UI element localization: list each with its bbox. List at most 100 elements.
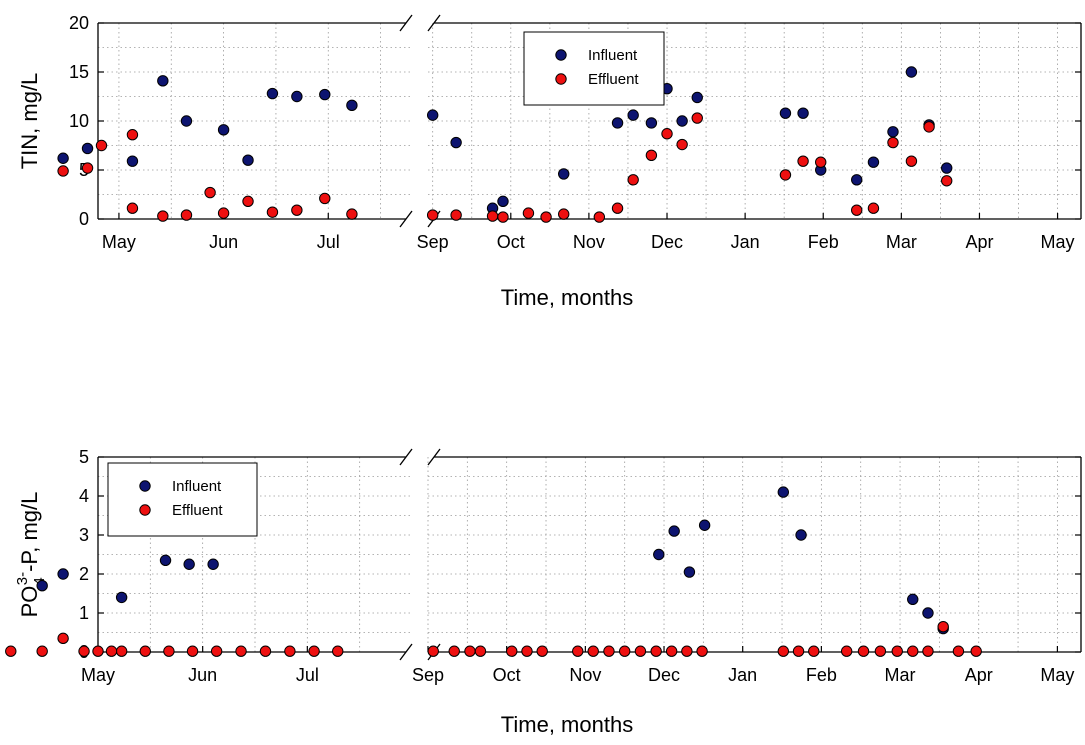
series-influent xyxy=(57,66,953,214)
effluent-point xyxy=(681,645,693,657)
y-tick-label: 1 xyxy=(79,603,89,623)
effluent-point xyxy=(235,645,247,657)
x-axis-title: Time, months xyxy=(501,285,633,310)
effluent-point xyxy=(115,645,128,657)
axis-break-mark xyxy=(399,448,413,466)
effluent-point xyxy=(587,645,599,657)
effluent-point xyxy=(308,645,320,657)
x-tick-label: Dec xyxy=(648,665,680,685)
influent-point xyxy=(346,99,358,112)
effluent-point xyxy=(627,174,639,186)
x-tick-label: Sep xyxy=(417,232,449,252)
x-tick-label: May xyxy=(1041,232,1075,252)
effluent-point xyxy=(346,208,358,220)
effluent-point xyxy=(696,645,708,657)
influent-point xyxy=(645,117,658,129)
influent-point xyxy=(81,142,94,155)
legend-label-influent: Influent xyxy=(172,478,222,495)
effluent-point xyxy=(905,155,918,167)
effluent-point xyxy=(157,210,169,222)
x-tick-label: Feb xyxy=(806,665,837,685)
x-tick-label: Sep xyxy=(412,665,444,685)
influent-point xyxy=(653,548,665,561)
influent-point xyxy=(683,566,696,578)
effluent-point xyxy=(815,156,827,168)
effluent-point xyxy=(970,645,982,657)
axis-break-mark xyxy=(427,448,441,466)
influent-point xyxy=(57,568,69,580)
influent-point xyxy=(941,162,953,174)
effluent-point xyxy=(291,204,303,216)
effluent-point xyxy=(95,139,108,152)
influent-point xyxy=(242,154,254,166)
influent-point xyxy=(217,124,230,136)
x-tick-label: Oct xyxy=(493,665,521,685)
effluent-point xyxy=(186,645,199,657)
effluent-point xyxy=(57,632,69,645)
effluent-point xyxy=(851,204,863,216)
effluent-point xyxy=(78,645,90,657)
axis-break-mark xyxy=(399,210,413,228)
effluent-point xyxy=(427,645,439,657)
influent-point xyxy=(57,152,69,164)
influent-point xyxy=(887,126,899,138)
effluent-point xyxy=(840,645,853,657)
x-tick-label: Mar xyxy=(885,665,916,685)
y-tick-label: 0 xyxy=(79,209,89,229)
effluent-point xyxy=(259,645,272,657)
y-axis-title: TIN, mg/L xyxy=(17,73,42,170)
x-tick-label: Oct xyxy=(497,232,525,252)
effluent-point xyxy=(522,207,535,219)
y-axis-title: PO43--P, mg/L xyxy=(14,492,48,618)
effluent-point xyxy=(797,155,809,167)
chart-panel-2: 012345MayJunJulSepOctNovDecJanFebMarAprM… xyxy=(5,447,1082,737)
effluent-point xyxy=(867,202,880,214)
y-tick-label: 20 xyxy=(69,13,89,33)
y-tick-label: 5 xyxy=(79,447,89,467)
effluent-point xyxy=(521,645,533,657)
influent-point xyxy=(450,136,462,149)
effluent-point xyxy=(92,645,104,657)
effluent-point xyxy=(36,645,48,657)
effluent-point xyxy=(540,211,552,223)
effluent-point xyxy=(665,645,678,657)
x-tick-label: Mar xyxy=(886,232,917,252)
influent-point xyxy=(922,607,934,619)
effluent-point xyxy=(792,645,805,657)
x-tick-label: Jan xyxy=(728,665,757,685)
axis-break-mark xyxy=(399,643,413,661)
x-tick-label: Apr xyxy=(965,665,993,685)
effluent-point xyxy=(81,162,94,174)
influent-point xyxy=(115,591,128,604)
y-tick-label: 4 xyxy=(79,486,89,506)
effluent-point xyxy=(284,645,296,657)
effluent-point xyxy=(266,206,279,218)
effluent-point xyxy=(907,645,919,657)
effluent-point xyxy=(506,645,518,657)
legend-box xyxy=(523,31,665,106)
x-axis-title: Time, months xyxy=(501,712,633,737)
x-tick-label: May xyxy=(102,232,136,252)
legend-marker-influent xyxy=(139,480,151,492)
x-tick-label: Jun xyxy=(209,232,238,252)
effluent-point xyxy=(634,645,647,657)
legend-marker-effluent xyxy=(555,73,567,85)
influent-point xyxy=(907,593,919,606)
effluent-point xyxy=(497,211,509,223)
effluent-point xyxy=(891,645,903,657)
influent-point xyxy=(558,168,570,180)
effluent-point xyxy=(332,645,344,657)
effluent-point xyxy=(857,645,870,657)
effluent-point xyxy=(779,169,792,181)
legend-label-effluent: Effluent xyxy=(172,502,223,519)
influent-point xyxy=(157,75,169,87)
effluent-point xyxy=(105,645,118,657)
effluent-point xyxy=(426,209,439,221)
legend: Influent Effluent xyxy=(107,462,258,537)
axis-break-mark xyxy=(399,14,413,32)
effluent-point xyxy=(139,645,151,657)
effluent-point xyxy=(808,645,820,657)
effluent-point xyxy=(486,210,499,222)
influent-point xyxy=(426,109,439,121)
